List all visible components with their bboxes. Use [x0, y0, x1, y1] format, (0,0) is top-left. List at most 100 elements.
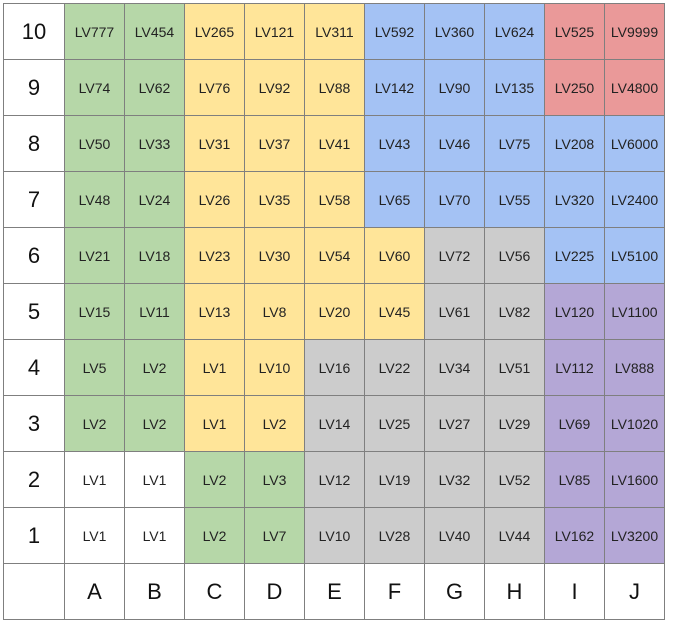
level-cell[interactable]: LV43 [364, 115, 425, 172]
level-cell[interactable]: LV225 [544, 227, 605, 284]
level-cell[interactable]: LV624 [484, 3, 545, 60]
level-cell[interactable]: LV142 [364, 59, 425, 116]
level-cell[interactable]: LV121 [244, 3, 305, 60]
level-cell[interactable]: LV4800 [604, 59, 665, 116]
level-cell[interactable]: LV74 [64, 59, 125, 116]
level-cell[interactable]: LV23 [184, 227, 245, 284]
level-cell[interactable]: LV55 [484, 171, 545, 228]
level-cell[interactable]: LV2 [184, 451, 245, 508]
level-cell[interactable]: LV65 [364, 171, 425, 228]
level-cell[interactable]: LV11 [124, 283, 185, 340]
level-cell[interactable]: LV1 [184, 395, 245, 452]
level-cell[interactable]: LV40 [424, 507, 485, 564]
level-cell[interactable]: LV2 [124, 395, 185, 452]
level-cell[interactable]: LV41 [304, 115, 365, 172]
level-cell[interactable]: LV454 [124, 3, 185, 60]
level-cell[interactable]: LV28 [364, 507, 425, 564]
level-cell[interactable]: LV29 [484, 395, 545, 452]
level-cell[interactable]: LV5 [64, 339, 125, 396]
level-cell[interactable]: LV34 [424, 339, 485, 396]
level-cell[interactable]: LV2 [244, 395, 305, 452]
level-cell[interactable]: LV208 [544, 115, 605, 172]
level-cell[interactable]: LV14 [304, 395, 365, 452]
level-cell[interactable]: LV2 [64, 395, 125, 452]
level-cell[interactable]: LV12 [304, 451, 365, 508]
level-cell[interactable]: LV35 [244, 171, 305, 228]
level-cell[interactable]: LV48 [64, 171, 125, 228]
level-cell[interactable]: LV1600 [604, 451, 665, 508]
level-cell[interactable]: LV3 [244, 451, 305, 508]
level-cell[interactable]: LV45 [364, 283, 425, 340]
level-cell[interactable]: LV10 [244, 339, 305, 396]
level-cell[interactable]: LV1 [64, 451, 125, 508]
level-cell[interactable]: LV30 [244, 227, 305, 284]
level-cell[interactable]: LV20 [304, 283, 365, 340]
level-cell[interactable]: LV5100 [604, 227, 665, 284]
level-cell[interactable]: LV62 [124, 59, 185, 116]
level-cell[interactable]: LV1100 [604, 283, 665, 340]
level-cell[interactable]: LV135 [484, 59, 545, 116]
level-cell[interactable]: LV888 [604, 339, 665, 396]
level-cell[interactable]: LV90 [424, 59, 485, 116]
level-cell[interactable]: LV27 [424, 395, 485, 452]
level-cell[interactable]: LV46 [424, 115, 485, 172]
level-cell[interactable]: LV75 [484, 115, 545, 172]
level-cell[interactable]: LV54 [304, 227, 365, 284]
level-cell[interactable]: LV22 [364, 339, 425, 396]
level-cell[interactable]: LV44 [484, 507, 545, 564]
level-cell[interactable]: LV25 [364, 395, 425, 452]
level-cell[interactable]: LV24 [124, 171, 185, 228]
level-cell[interactable]: LV52 [484, 451, 545, 508]
level-cell[interactable]: LV1 [64, 507, 125, 564]
level-cell[interactable]: LV88 [304, 59, 365, 116]
level-cell[interactable]: LV2400 [604, 171, 665, 228]
level-cell[interactable]: LV7 [244, 507, 305, 564]
level-cell[interactable]: LV69 [544, 395, 605, 452]
level-cell[interactable]: LV162 [544, 507, 605, 564]
level-cell[interactable]: LV18 [124, 227, 185, 284]
level-cell[interactable]: LV2 [124, 339, 185, 396]
level-cell[interactable]: LV32 [424, 451, 485, 508]
level-cell[interactable]: LV31 [184, 115, 245, 172]
level-cell[interactable]: LV1 [124, 451, 185, 508]
level-cell[interactable]: LV26 [184, 171, 245, 228]
level-cell[interactable]: LV360 [424, 3, 485, 60]
level-cell[interactable]: LV50 [64, 115, 125, 172]
level-cell[interactable]: LV250 [544, 59, 605, 116]
level-cell[interactable]: LV10 [304, 507, 365, 564]
level-cell[interactable]: LV16 [304, 339, 365, 396]
level-cell[interactable]: LV120 [544, 283, 605, 340]
level-cell[interactable]: LV6000 [604, 115, 665, 172]
level-cell[interactable]: LV777 [64, 3, 125, 60]
level-cell[interactable]: LV112 [544, 339, 605, 396]
level-cell[interactable]: LV525 [544, 3, 605, 60]
level-cell[interactable]: LV1020 [604, 395, 665, 452]
level-cell[interactable]: LV70 [424, 171, 485, 228]
level-cell[interactable]: LV19 [364, 451, 425, 508]
level-cell[interactable]: LV37 [244, 115, 305, 172]
level-cell[interactable]: LV76 [184, 59, 245, 116]
level-cell[interactable]: LV85 [544, 451, 605, 508]
level-cell[interactable]: LV51 [484, 339, 545, 396]
level-cell[interactable]: LV58 [304, 171, 365, 228]
level-cell[interactable]: LV592 [364, 3, 425, 60]
level-cell[interactable]: LV8 [244, 283, 305, 340]
level-cell[interactable]: LV15 [64, 283, 125, 340]
level-cell[interactable]: LV3200 [604, 507, 665, 564]
level-cell[interactable]: LV265 [184, 3, 245, 60]
level-cell[interactable]: LV2 [184, 507, 245, 564]
level-cell[interactable]: LV1 [184, 339, 245, 396]
level-cell[interactable]: LV60 [364, 227, 425, 284]
level-cell[interactable]: LV72 [424, 227, 485, 284]
level-cell[interactable]: LV9999 [604, 3, 665, 60]
level-cell[interactable]: LV82 [484, 283, 545, 340]
level-cell[interactable]: LV21 [64, 227, 125, 284]
level-cell[interactable]: LV1 [124, 507, 185, 564]
level-cell[interactable]: LV92 [244, 59, 305, 116]
level-cell[interactable]: LV33 [124, 115, 185, 172]
level-cell[interactable]: LV320 [544, 171, 605, 228]
level-cell[interactable]: LV61 [424, 283, 485, 340]
level-cell[interactable]: LV311 [304, 3, 365, 60]
level-cell[interactable]: LV56 [484, 227, 545, 284]
level-cell[interactable]: LV13 [184, 283, 245, 340]
